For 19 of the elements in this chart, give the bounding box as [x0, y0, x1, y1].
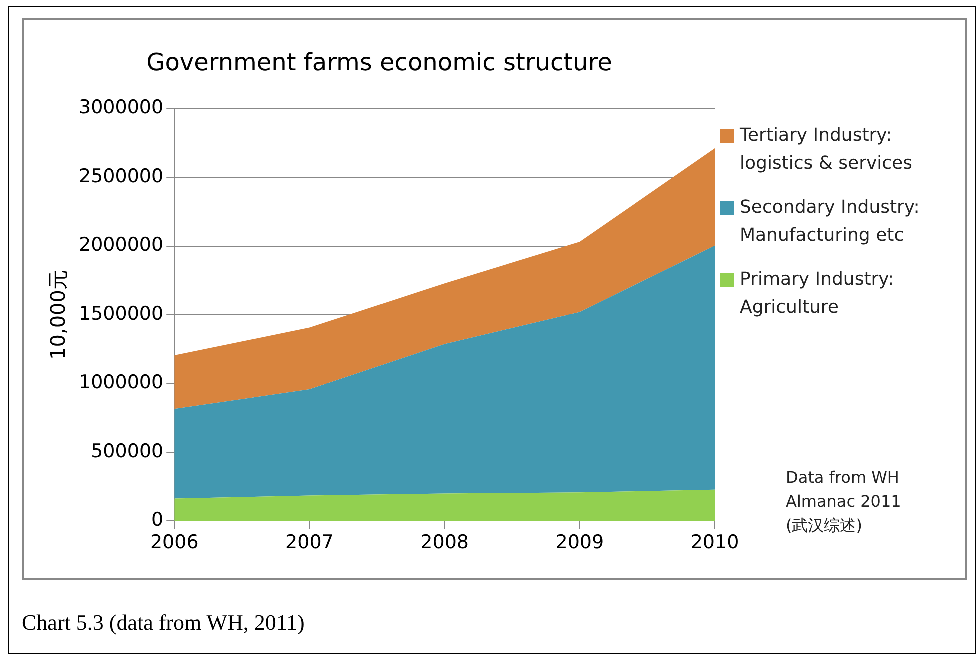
y-tick-label: 2500000 [78, 165, 164, 188]
caption: Chart 5.3 (data from WH, 2011) [22, 610, 305, 636]
text: Data from WH Almanac 2011 (武汉综述) [786, 467, 902, 537]
x-tick-label: 2006 [150, 532, 199, 554]
legend-label: Secondary Industry: Manufacturing etc [740, 196, 921, 248]
x-tick-label: 2010 [690, 532, 740, 554]
y-axis-title: 10,000元 [46, 270, 70, 360]
y-tick-label: 500000 [91, 440, 164, 462]
y-tick-label: 1000000 [78, 372, 164, 394]
x-tick-label: 2009 [556, 532, 604, 554]
y-tick-label: 3000000 [78, 96, 164, 119]
chart-title: Government farms economic structure [146, 48, 612, 77]
x-tick-label: 2008 [420, 532, 469, 554]
y-tick-label: 1500000 [78, 302, 164, 325]
legend-label: Primary Industry: Agriculture [740, 268, 896, 320]
x-tick-label: 2007 [286, 532, 334, 554]
y-tick-label: 0 [152, 509, 164, 532]
y-tick-label: 2000000 [78, 234, 164, 256]
legend-label: Tertiary Industry: logistics & services [740, 124, 914, 176]
